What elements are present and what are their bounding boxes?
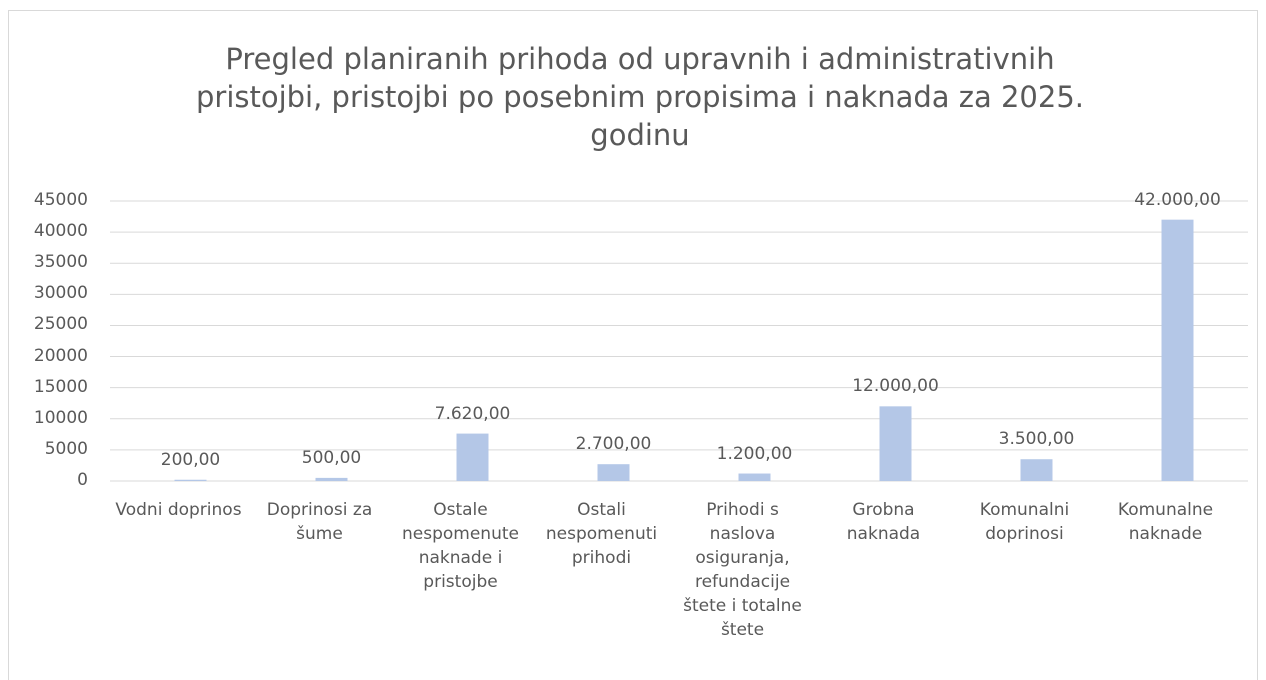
y-tick-label: 5000 [44,438,88,459]
x-tick-label: Grobna naknada [846,500,921,544]
y-tick-label: 40000 [33,221,88,242]
data-label: 3.500,00 [998,429,1075,450]
data-label: 1.200,00 [716,443,793,464]
bar [1161,219,1194,481]
bar [879,406,912,481]
x-tick-label: Ostali nespomenuti prihodi [545,500,658,568]
y-tick-label: 15000 [33,376,88,397]
x-tick-label: Komunalni doprinosi [979,500,1070,544]
data-label: 2.700,00 [575,434,652,455]
bar [597,464,630,481]
data-label: 500,00 [301,447,362,468]
y-tick-label: 25000 [33,314,88,335]
bar [1020,459,1053,481]
bar [174,479,207,481]
y-tick-label: 35000 [33,252,88,273]
data-label: 42.000,00 [1134,189,1221,210]
x-tick-label: Komunalne naknade [1117,500,1214,544]
x-tick-label: Vodni doprinos [115,500,242,520]
data-label: 200,00 [160,449,221,470]
bar [315,477,348,481]
y-tick-label: 10000 [33,407,88,428]
x-tick-label: Doprinosi za šume [266,500,373,544]
data-label: 7.620,00 [434,403,511,424]
chart-frame [8,10,1258,680]
y-tick-label: 30000 [33,283,88,304]
y-tick-label: 20000 [33,345,88,366]
y-tick-label: 45000 [33,190,88,210]
x-tick-label: Ostale nespomenute naknade i pristojbe [402,500,519,592]
chart-title: Pregled planiranih prihoda od upravnih i… [195,42,1084,152]
bar [738,473,771,481]
x-tick-label: Prihodi s naslova osiguranja, refundacij… [683,500,802,640]
data-label: 12.000,00 [852,376,939,397]
y-tick-label: 0 [77,470,88,490]
bar [456,433,489,481]
